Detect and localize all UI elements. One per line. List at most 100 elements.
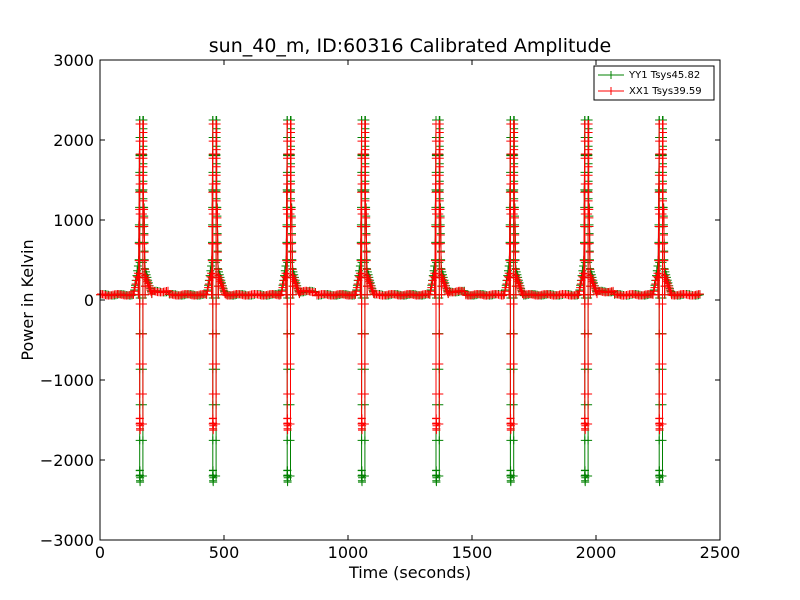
data-point [435, 171, 444, 180]
data-point [430, 290, 439, 299]
data-point [361, 162, 370, 171]
data-point [658, 472, 667, 480]
data-point [510, 188, 519, 197]
data-point [426, 287, 435, 296]
data-point [355, 269, 364, 278]
data-point [585, 213, 594, 222]
data-point [575, 287, 584, 296]
plot-area [96, 116, 704, 487]
data-point [287, 196, 295, 205]
data-point [140, 239, 149, 248]
data-point [212, 120, 221, 128]
data-point [360, 390, 369, 398]
data-point [369, 288, 377, 297]
data-point [141, 271, 150, 280]
data-point [504, 269, 513, 278]
data-point [499, 291, 507, 300]
data-point [212, 162, 221, 171]
data-point [514, 277, 523, 286]
data-point [138, 300, 147, 308]
data-point [511, 248, 520, 257]
data-point [140, 248, 149, 257]
data-point [212, 330, 221, 338]
data-point [509, 300, 518, 308]
data-point [509, 420, 518, 428]
data-point [282, 290, 290, 299]
data-point [213, 213, 222, 222]
data-point [361, 171, 370, 180]
data-point [139, 154, 148, 163]
data-point [220, 288, 229, 297]
data-point [584, 390, 593, 398]
data-point [510, 162, 519, 171]
data-point [142, 275, 151, 284]
data-point [286, 436, 295, 445]
data-point [139, 179, 148, 188]
data-point [695, 290, 704, 298]
data-point [587, 273, 595, 282]
data-point [435, 330, 444, 338]
data-point [140, 222, 149, 231]
series-line-0 [99, 119, 701, 483]
data-point [207, 262, 216, 270]
data-point [588, 277, 597, 286]
data-point [361, 154, 370, 163]
data-point [661, 273, 670, 282]
data-point [139, 196, 148, 205]
data-point [659, 188, 667, 197]
plot-frame [99, 59, 721, 541]
data-point [511, 231, 520, 239]
data-point [360, 472, 369, 480]
data-point [287, 188, 295, 197]
data-point [584, 436, 593, 445]
data-point [212, 137, 221, 146]
data-point [510, 128, 519, 137]
data-point [367, 283, 376, 292]
data-point [649, 287, 658, 296]
data-point [510, 196, 519, 205]
data-point [510, 137, 519, 146]
data-point [658, 300, 667, 308]
data-point [585, 256, 594, 265]
data-point [513, 275, 522, 284]
legend-marker-yy1 [607, 71, 615, 79]
data-point [586, 271, 595, 280]
data-point [660, 231, 668, 239]
data-point [286, 390, 295, 398]
data-point [584, 360, 593, 368]
data-point [213, 205, 222, 214]
data-point [660, 290, 669, 299]
data-point [361, 179, 370, 188]
y-tick-label: −2000 [40, 451, 94, 470]
data-point [287, 205, 296, 214]
data-point [512, 273, 521, 282]
data-point [442, 283, 450, 292]
data-point [584, 330, 593, 338]
data-point [653, 269, 662, 278]
data-point [511, 290, 520, 299]
data-point [286, 472, 295, 480]
data-point [510, 205, 519, 214]
data-point [214, 271, 223, 280]
data-point [213, 248, 222, 257]
data-point [144, 279, 153, 288]
data-point [213, 231, 222, 239]
data-point [441, 281, 450, 290]
data-point [501, 287, 509, 296]
data-point [516, 283, 525, 292]
data-point [659, 213, 668, 222]
data-point [218, 283, 227, 292]
data-point [219, 286, 228, 294]
data-point [509, 360, 518, 368]
data-point [517, 286, 526, 294]
data-point [362, 256, 371, 265]
data-point [510, 120, 519, 128]
data-point [363, 290, 372, 299]
legend-marker-xx1 [607, 87, 615, 95]
data-point [511, 213, 519, 222]
data-point [659, 222, 668, 231]
data-point [130, 287, 139, 296]
data-point [290, 275, 299, 284]
data-point [366, 279, 375, 288]
data-point [659, 128, 667, 137]
